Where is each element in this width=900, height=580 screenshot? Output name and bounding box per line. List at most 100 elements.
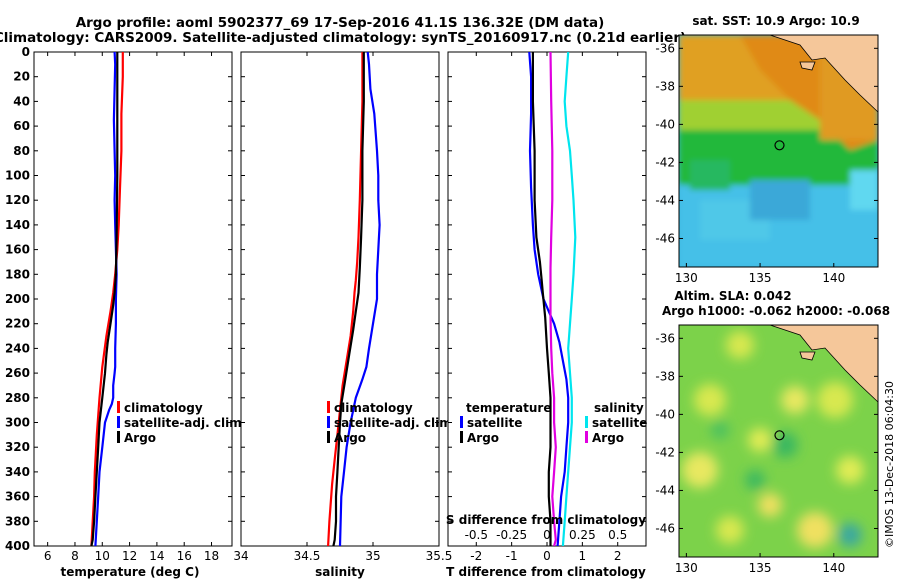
legend-climatology-label: climatology [124,401,203,415]
salinity-plot-frame [240,51,440,547]
imos-credit: ©IMOS 13-Dec-2018 06:04:30 [883,381,896,548]
temperature-legend: climatology satellite-adj. clim. Argo [117,401,246,445]
legend-satellite-label: satellite-adj. clim. [334,416,456,430]
legend-t-satellite-swatch [460,416,463,428]
salinity-legend: climatology satellite-adj. clim. Argo [327,401,456,445]
series-line-temperature-satellite [528,52,570,546]
legend-t-satellite-label: satellite [467,416,522,430]
difference-legend: temperature satellite Argo salinity sate… [460,401,647,445]
y-tick-label: 340 [5,465,30,479]
x-tick-label: 35.5 [426,549,453,563]
legend-argo-label: Argo [124,431,156,445]
y-tick-label: 200 [5,292,30,306]
temperature-panel: 0 20 40 60 80 100 120 140 160 180 200 220 240 260 280 3… [5,45,246,579]
title-line-2: Climatology: CARS2009. Satellite-adjuste… [0,30,686,46]
map-y-tick-label: -38 [655,369,675,383]
x-tick-label: 0 [543,549,551,563]
y-tick-label: 160 [5,243,30,257]
legend-temperature-title: temperature [466,401,551,415]
legend-satellite-swatch [327,416,330,428]
y-tick-label: 60 [13,119,30,133]
map-x-tick-label: 135 [749,561,772,575]
y-tick-label: 280 [5,391,30,405]
legend-satellite-swatch [117,416,120,428]
s-tick-label: 0.5 [608,528,627,542]
y-tick-label: 260 [5,366,30,380]
sla-map-frame [678,324,879,558]
x-tick-label: 12 [122,549,137,563]
sst-map-title: sat. SST: 10.9 Argo: 10.9 [692,14,859,28]
s-tick-label: 0 [543,528,551,542]
y-tick-label: 80 [13,144,30,158]
s-difference-xlabel: S difference from climatology [446,513,646,527]
s-tick-label: -0.5 [465,528,488,542]
map-x-tick-label: 130 [675,561,698,575]
argo-location-marker [774,140,785,151]
legend-t-argo-swatch [460,431,463,443]
y-tick-label: 240 [5,341,30,355]
x-tick-label: 34 [233,549,248,563]
legend-salinity-title: salinity [594,401,644,415]
legend-argo-label: Argo [334,431,366,445]
x-tick-label: 14 [149,549,164,563]
map-y-tick-label: -40 [655,117,675,131]
series-line-climatology [327,52,364,546]
s-tick-label: 0.25 [569,528,596,542]
y-tick-label: 40 [13,94,30,108]
sst-field [679,35,878,267]
legend-t-argo-label: Argo [467,431,499,445]
map-y-tick-label: -36 [655,41,675,55]
salinity-panel: 34 34.5 35 35.5 salinity climatology satell… [233,51,456,579]
title-line-1: Argo profile: aoml 5902377_69 17-Sep-201… [76,15,605,31]
map-y-tick-label: -42 [655,445,675,459]
map-y-tick-label: -36 [655,331,675,345]
sla-map-title: Altim. SLA: 0.042 [674,289,791,303]
map-x-tick-label: 140 [822,271,845,285]
series-line-salinity-satellite [561,52,577,546]
sst-map-frame [678,34,879,268]
series-line-salinity-argo [549,52,557,546]
legend-s-satellite-swatch [585,416,588,428]
difference-plot-frame [447,51,647,547]
sla-map-subtitle: Argo h1000: -0.062 h2000: -0.068 [662,304,890,318]
s-tick-label: -0.25 [496,528,527,542]
legend-argo-swatch [117,431,120,443]
x-tick-label: 34.5 [294,549,321,563]
map-y-tick-label: -44 [655,483,675,497]
series-line-climatology [90,52,124,546]
difference-panel: -2 -1 0 1 2 S difference from climatology -0… [446,51,647,579]
legend-climatology-swatch [117,401,120,413]
y-tick-label: 400 [5,539,30,553]
map-y-tick-label: -44 [655,193,675,207]
legend-s-argo-label: Argo [592,431,624,445]
t-difference-xlabel: T difference from climatology [446,565,646,579]
y-tick-label: 0 [22,45,30,59]
sla-field [679,325,878,557]
x-tick-label: 1 [579,549,587,563]
y-tick-label: 380 [5,514,30,528]
map-x-tick-label: 135 [749,271,772,285]
legend-climatology-label: climatology [334,401,413,415]
x-tick-label: -1 [506,549,518,563]
y-tick-label: 120 [5,193,30,207]
sst-map: sat. SST: 10.9 Argo: 10.9 -36 -38 -40 -42 -4… [655,14,879,285]
x-tick-label: 6 [44,549,52,563]
legend-climatology-swatch [327,401,330,413]
salinity-xlabel: salinity [315,565,365,579]
y-tick-label: 140 [5,218,30,232]
map-y-tick-label: -46 [655,231,675,245]
x-tick-label: 2 [614,549,622,563]
map-y-tick-label: -38 [655,79,675,93]
y-tick-label: 360 [5,490,30,504]
map-y-tick-label: -40 [655,407,675,421]
map-y-tick-label: -46 [655,521,675,535]
map-x-tick-label: 130 [675,271,698,285]
x-tick-label: 16 [177,549,192,563]
x-tick-label: -2 [470,549,482,563]
series-line-argo [90,52,119,546]
y-tick-label: 220 [5,317,30,331]
map-x-tick-label: 140 [822,561,845,575]
series-line-satellite-adj-clim- [338,52,381,546]
series-line-argo [332,52,365,546]
